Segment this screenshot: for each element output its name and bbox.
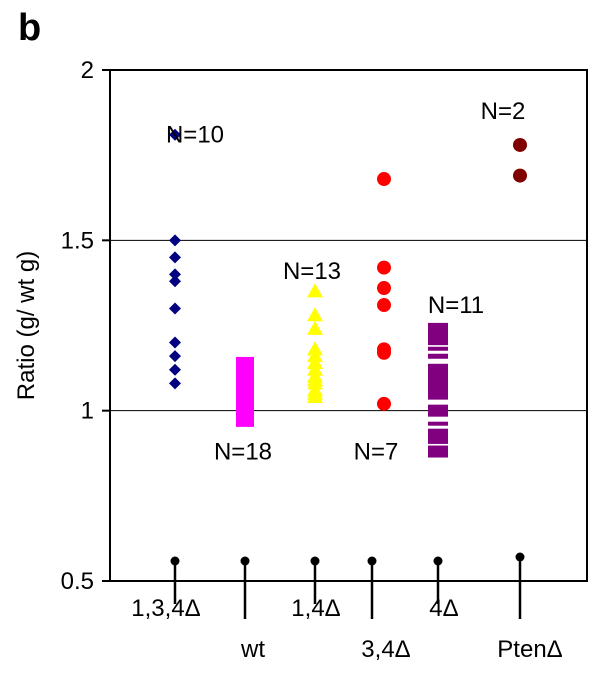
- data-point: [428, 431, 448, 444]
- data-point: [377, 345, 391, 360]
- y-tick-label: 1: [81, 398, 94, 425]
- category-label: 3,4Δ: [361, 636, 410, 663]
- category-label: PtenΔ: [497, 636, 562, 663]
- data-point: [169, 251, 181, 264]
- category-tick-dot: [170, 556, 180, 566]
- n-label: N=7: [354, 439, 399, 466]
- gridlines: [110, 239, 587, 412]
- data-point: [169, 275, 181, 288]
- data-point: [428, 387, 448, 400]
- y-axis-title: Ratio (g/ wt g): [13, 251, 40, 400]
- data-point: [307, 389, 323, 404]
- category-tick-dot: [240, 556, 250, 566]
- data-point: [169, 363, 181, 376]
- data-point: [169, 268, 181, 281]
- data-point: [513, 137, 527, 152]
- series-5: [513, 137, 527, 183]
- data-point: [377, 172, 391, 187]
- data-point: [377, 260, 391, 275]
- category-ticks: [170, 552, 525, 619]
- data-point: [377, 396, 391, 411]
- data-point: [307, 307, 323, 322]
- data-point: [428, 322, 448, 335]
- category-tick-dot: [515, 552, 525, 562]
- y-tick-label: 1.5: [61, 227, 94, 254]
- data-point: [428, 445, 448, 458]
- category-label: 1,4Δ: [291, 595, 340, 622]
- n-label: N=11: [428, 292, 484, 319]
- category-labels: 1,3,4Δ wt 1,4Δ 3,4Δ 4Δ PtenΔ: [131, 595, 562, 663]
- category-tick-dot: [433, 556, 443, 566]
- data-point: [307, 320, 323, 335]
- data-point: [169, 128, 181, 141]
- data-point: [377, 298, 391, 313]
- category-label: wt: [240, 636, 265, 663]
- data-point-gap: [428, 425, 448, 429]
- series-1: [236, 356, 254, 427]
- data-point: [169, 377, 181, 390]
- y-axis: 0.5 1 1.5 2: [61, 57, 110, 595]
- plot-frame: [109, 69, 588, 582]
- category-tick-dot: [310, 556, 320, 566]
- series-3: [377, 172, 391, 411]
- panel-letter: b: [18, 7, 41, 49]
- category-label: 1,3,4Δ: [131, 595, 200, 622]
- y-tick-label: 0.5: [61, 568, 94, 595]
- y-tick-label: 2: [81, 57, 94, 84]
- n-label: N=2: [481, 98, 526, 125]
- data-point: [169, 234, 181, 247]
- n-label: N=10: [166, 122, 224, 149]
- n-label: N=18: [214, 439, 272, 466]
- data-point: [428, 404, 448, 417]
- category-label: 4Δ: [429, 595, 458, 622]
- series-2: [307, 283, 323, 404]
- data-point: [236, 356, 254, 369]
- data-point: [428, 363, 448, 376]
- data-point-gap: [428, 350, 448, 354]
- data-point: [377, 281, 391, 296]
- n-label: N=13: [283, 258, 341, 285]
- series-0: [169, 128, 181, 390]
- n-labels: N=10 N=18 N=13 N=7 N=11 N=2: [166, 98, 525, 466]
- data-point: [513, 168, 527, 183]
- category-tick-dot: [367, 556, 377, 566]
- series-4: [428, 322, 448, 458]
- data-marks: [169, 128, 527, 458]
- data-point: [169, 336, 181, 349]
- data-point: [169, 350, 181, 363]
- data-point: [428, 333, 448, 346]
- data-point: [307, 283, 323, 298]
- data-point: [169, 302, 181, 315]
